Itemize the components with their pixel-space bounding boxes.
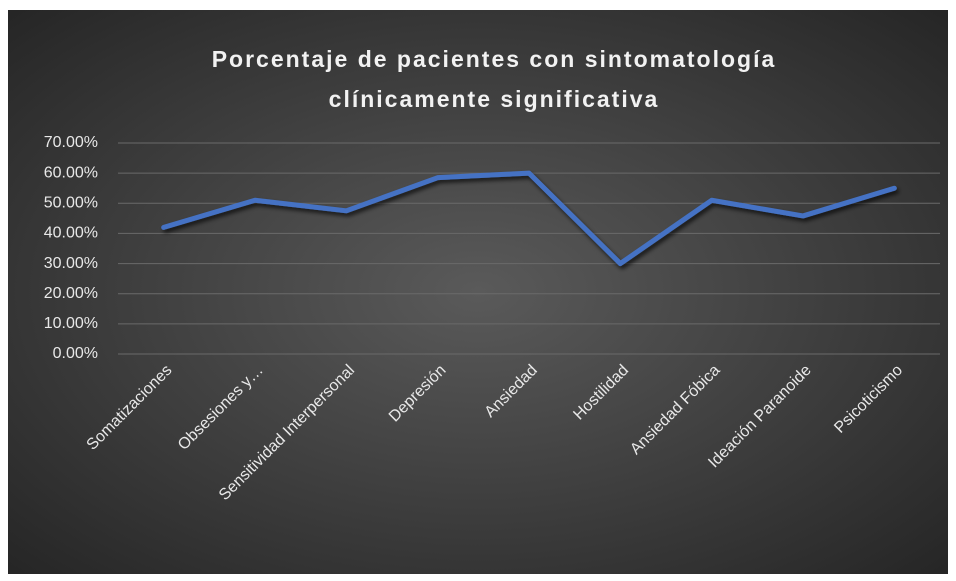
- y-tick-label: 70.00%: [44, 134, 98, 151]
- y-tick-label: 40.00%: [44, 225, 98, 242]
- y-tick-label: 10.00%: [44, 315, 98, 332]
- y-tick-label: 30.00%: [44, 255, 98, 272]
- y-tick-label: 50.00%: [44, 195, 98, 212]
- chart-background: [8, 10, 948, 574]
- y-tick-label: 20.00%: [44, 285, 98, 302]
- y-tick-label: 0.00%: [53, 345, 98, 362]
- chart-title: clínicamente significativa: [329, 86, 660, 112]
- data-line: [161, 170, 897, 267]
- y-tick-label: 60.00%: [44, 164, 98, 181]
- chart-title: Porcentaje de pacientes con sintomatolog…: [212, 46, 777, 72]
